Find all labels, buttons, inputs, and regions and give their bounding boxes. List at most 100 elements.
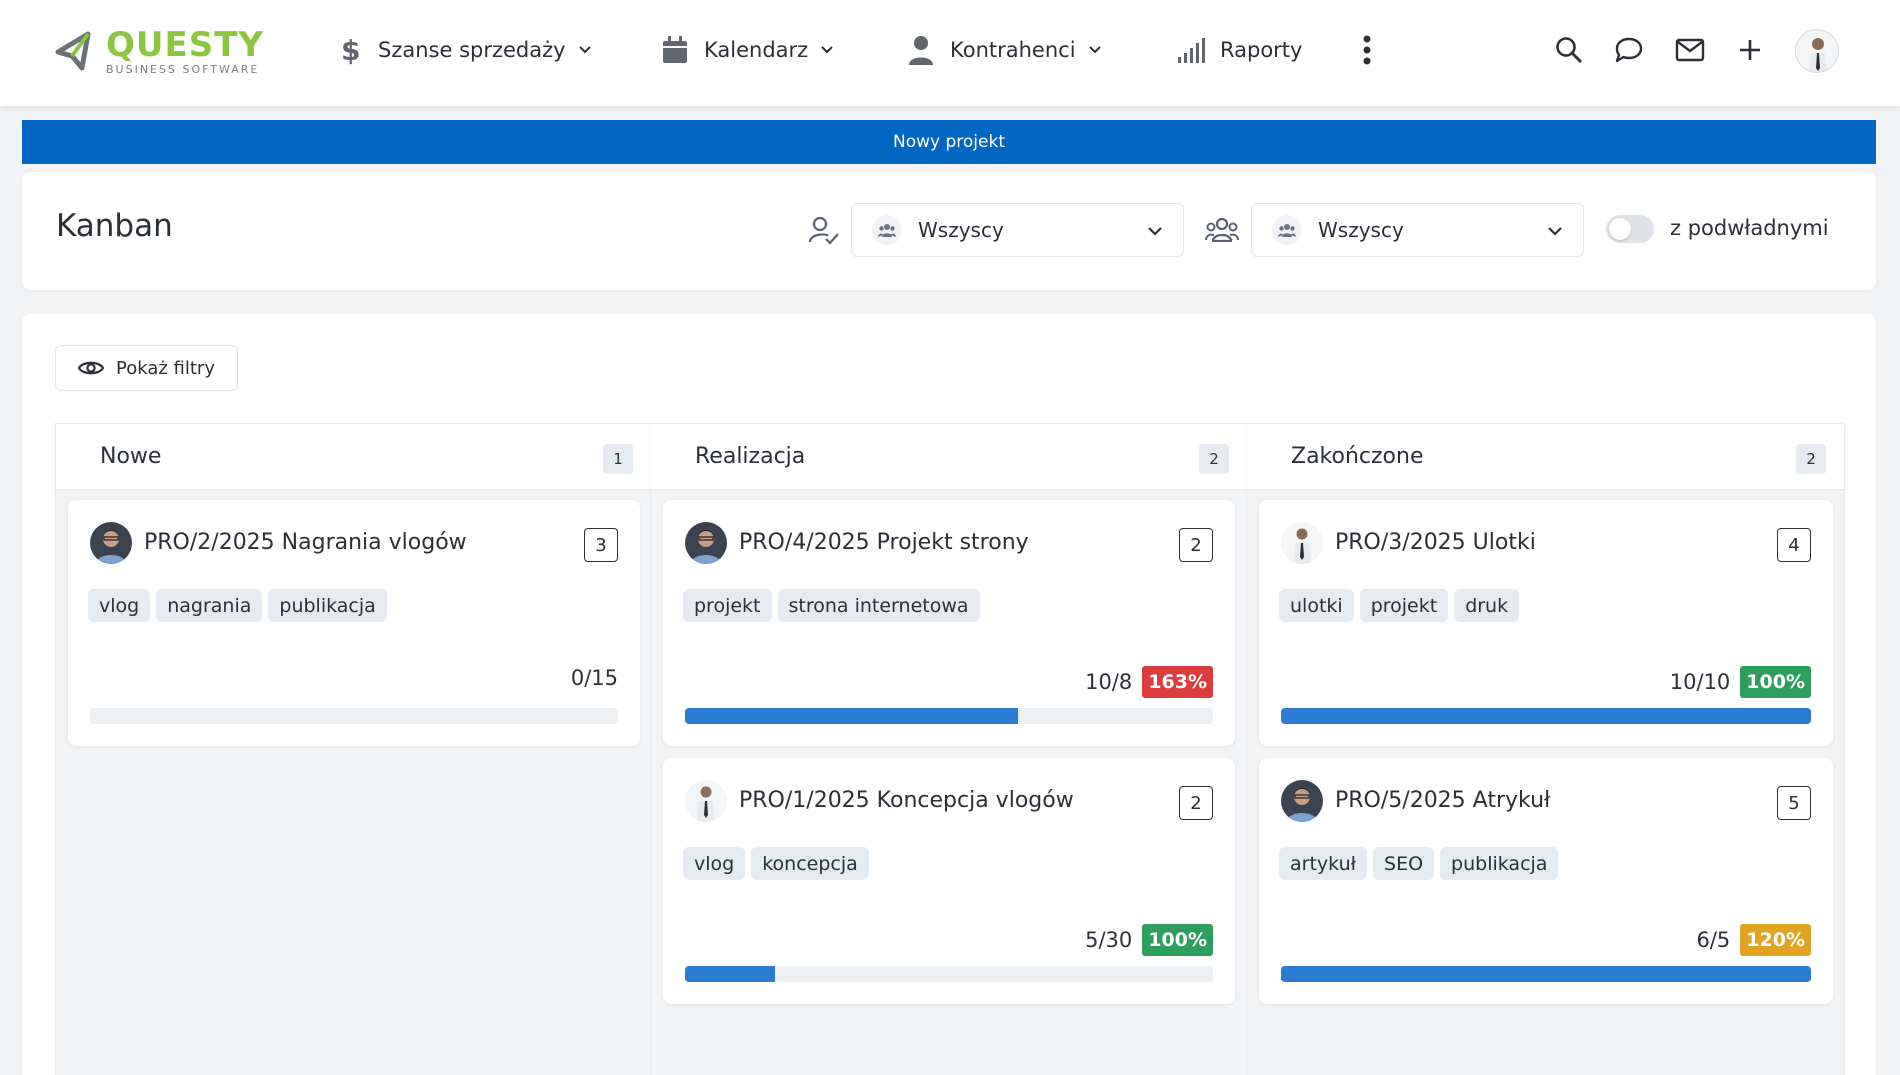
avatar [90, 522, 132, 564]
project-card[interactable]: PRO/5/2025 Atrykuł 5 artykuł SEO publika… [1259, 758, 1833, 1004]
nav-calendar[interactable]: Kalendarz [660, 28, 834, 72]
avatar [1281, 780, 1323, 822]
user-avatar[interactable] [1795, 29, 1839, 73]
tag: projekt [1359, 589, 1449, 622]
progress-ratio: 5/30 [1085, 928, 1133, 952]
progress-fill [685, 966, 775, 982]
card-title: PRO/4/2025 Projekt strony [739, 530, 1029, 555]
column-header-new: Nowe 1 [55, 423, 651, 490]
svg-text:$: $ [341, 35, 360, 65]
plus-icon[interactable] [1730, 30, 1770, 70]
tag-list: artykuł SEO publikacja [1279, 847, 1564, 880]
person-icon [906, 35, 936, 65]
column-body-new: PRO/2/2025 Nagrania vlogów 3 vlog nagran… [55, 490, 651, 1075]
mail-icon[interactable] [1670, 30, 1710, 70]
chat-icon[interactable] [1609, 30, 1649, 70]
team-filter-select[interactable]: Wszyscy [1251, 203, 1584, 257]
group-icon [872, 215, 902, 245]
project-card[interactable]: PRO/4/2025 Projekt strony 2 projekt stro… [663, 500, 1235, 746]
nav-reports[interactable]: Raporty [1176, 28, 1302, 72]
progress-bar [1281, 966, 1811, 982]
column-header-in-progress: Realizacja 2 [651, 423, 1247, 490]
select-value: Wszyscy [1318, 218, 1404, 242]
nav-contractors[interactable]: Kontrahenci [906, 28, 1102, 72]
nav-label: Kontrahenci [950, 38, 1076, 62]
show-filters-label: Pokaż filtry [116, 357, 215, 379]
progress-percent-badge: 100% [1740, 666, 1811, 698]
project-card[interactable]: PRO/2/2025 Nagrania vlogów 3 vlog nagran… [68, 500, 640, 746]
tag: strona internetowa [777, 589, 980, 622]
progress-fill [685, 708, 1018, 724]
tag-list: vlog koncepcja [683, 847, 875, 880]
tag: projekt [683, 589, 772, 622]
tag: druk [1454, 589, 1520, 622]
card-task-count: 2 [1179, 528, 1213, 562]
tag: vlog [88, 589, 151, 622]
select-value: Wszyscy [918, 218, 1004, 242]
group-icon [1272, 215, 1302, 245]
project-card[interactable]: PRO/1/2025 Koncepcja vlogów 2 vlog konce… [663, 758, 1235, 1004]
nav-sales-opportunities[interactable]: $ Szanse sprzedaży [334, 28, 592, 72]
top-navigation-bar: QUESTY BUSINESS SOFTWARE $ Szanse sprzed… [0, 0, 1900, 106]
column-header-done: Zakończone 2 [1247, 423, 1845, 490]
tag: vlog [683, 847, 746, 880]
progress-stats: 6/5 120% [1696, 924, 1811, 956]
eye-icon [78, 359, 104, 377]
nav-label: Kalendarz [704, 38, 809, 62]
progress-ratio: 0/15 [570, 666, 618, 690]
column-count-badge: 2 [1199, 444, 1229, 474]
subordinates-toggle[interactable] [1606, 215, 1654, 243]
progress-stats: 0/15 [571, 666, 618, 690]
search-icon[interactable] [1549, 30, 1589, 70]
more-options-icon[interactable] [1352, 30, 1382, 70]
card-task-count: 5 [1777, 786, 1811, 820]
column-title: Zakończone [1291, 444, 1424, 469]
progress-bar [685, 966, 1213, 982]
tag-list: ulotki projekt druk [1279, 589, 1525, 622]
progress-ratio: 10/10 [1669, 670, 1731, 694]
signal-bars-icon [1176, 35, 1206, 65]
progress-fill [1281, 966, 1811, 982]
chevron-down-icon [1088, 45, 1102, 55]
avatar [685, 780, 727, 822]
questy-logo-icon [55, 31, 91, 71]
tag-list: projekt strona internetowa [683, 589, 986, 622]
column-body-done: PRO/3/2025 Ulotki 4 ulotki projekt druk … [1247, 490, 1845, 1075]
tag: publikacja [268, 589, 387, 622]
tag: nagrania [156, 589, 263, 622]
show-filters-button[interactable]: Pokaż filtry [55, 345, 238, 391]
calendar-icon [660, 35, 690, 65]
tag: SEO [1373, 847, 1435, 880]
new-project-button[interactable]: Nowy projekt [22, 120, 1876, 164]
card-task-count: 4 [1777, 528, 1811, 562]
card-title: PRO/3/2025 Ulotki [1335, 530, 1536, 555]
column-count-badge: 2 [1796, 444, 1826, 474]
column-title: Nowe [100, 444, 162, 469]
subordinates-toggle-label: z podwładnymi [1670, 216, 1829, 240]
progress-ratio: 10/8 [1085, 670, 1133, 694]
dollar-icon: $ [334, 35, 364, 65]
tag-list: vlog nagrania publikacja [88, 589, 393, 622]
progress-percent-badge: 120% [1740, 924, 1811, 956]
chevron-down-icon [578, 45, 592, 55]
progress-stats: 10/8 163% [1085, 666, 1213, 698]
tag: publikacja [1440, 847, 1559, 880]
project-card[interactable]: PRO/3/2025 Ulotki 4 ulotki projekt druk … [1259, 500, 1833, 746]
nav-label: Raporty [1220, 38, 1303, 62]
chevron-down-icon [820, 45, 834, 55]
card-title: PRO/2/2025 Nagrania vlogów [144, 530, 467, 555]
avatar [1281, 522, 1323, 564]
progress-ratio: 6/5 [1696, 928, 1731, 952]
progress-percent-badge: 100% [1142, 924, 1213, 956]
tag: artykuł [1279, 847, 1368, 880]
questy-logo[interactable]: QUESTY BUSINESS SOFTWARE [52, 26, 264, 76]
progress-bar [90, 708, 618, 724]
column-count-badge: 1 [603, 444, 633, 474]
kanban-header-card: Kanban Wszyscy Wszyscy z podwładnymi [22, 172, 1876, 290]
avatar [685, 522, 727, 564]
owner-filter-select[interactable]: Wszyscy [851, 203, 1184, 257]
kanban-board: Nowe 1 Realizacja 2 Zakończone 2 PRO/2/2… [55, 422, 1845, 1075]
progress-bar [685, 708, 1213, 724]
chevron-down-icon [1147, 221, 1163, 240]
logo-name: QUESTY [106, 24, 265, 65]
